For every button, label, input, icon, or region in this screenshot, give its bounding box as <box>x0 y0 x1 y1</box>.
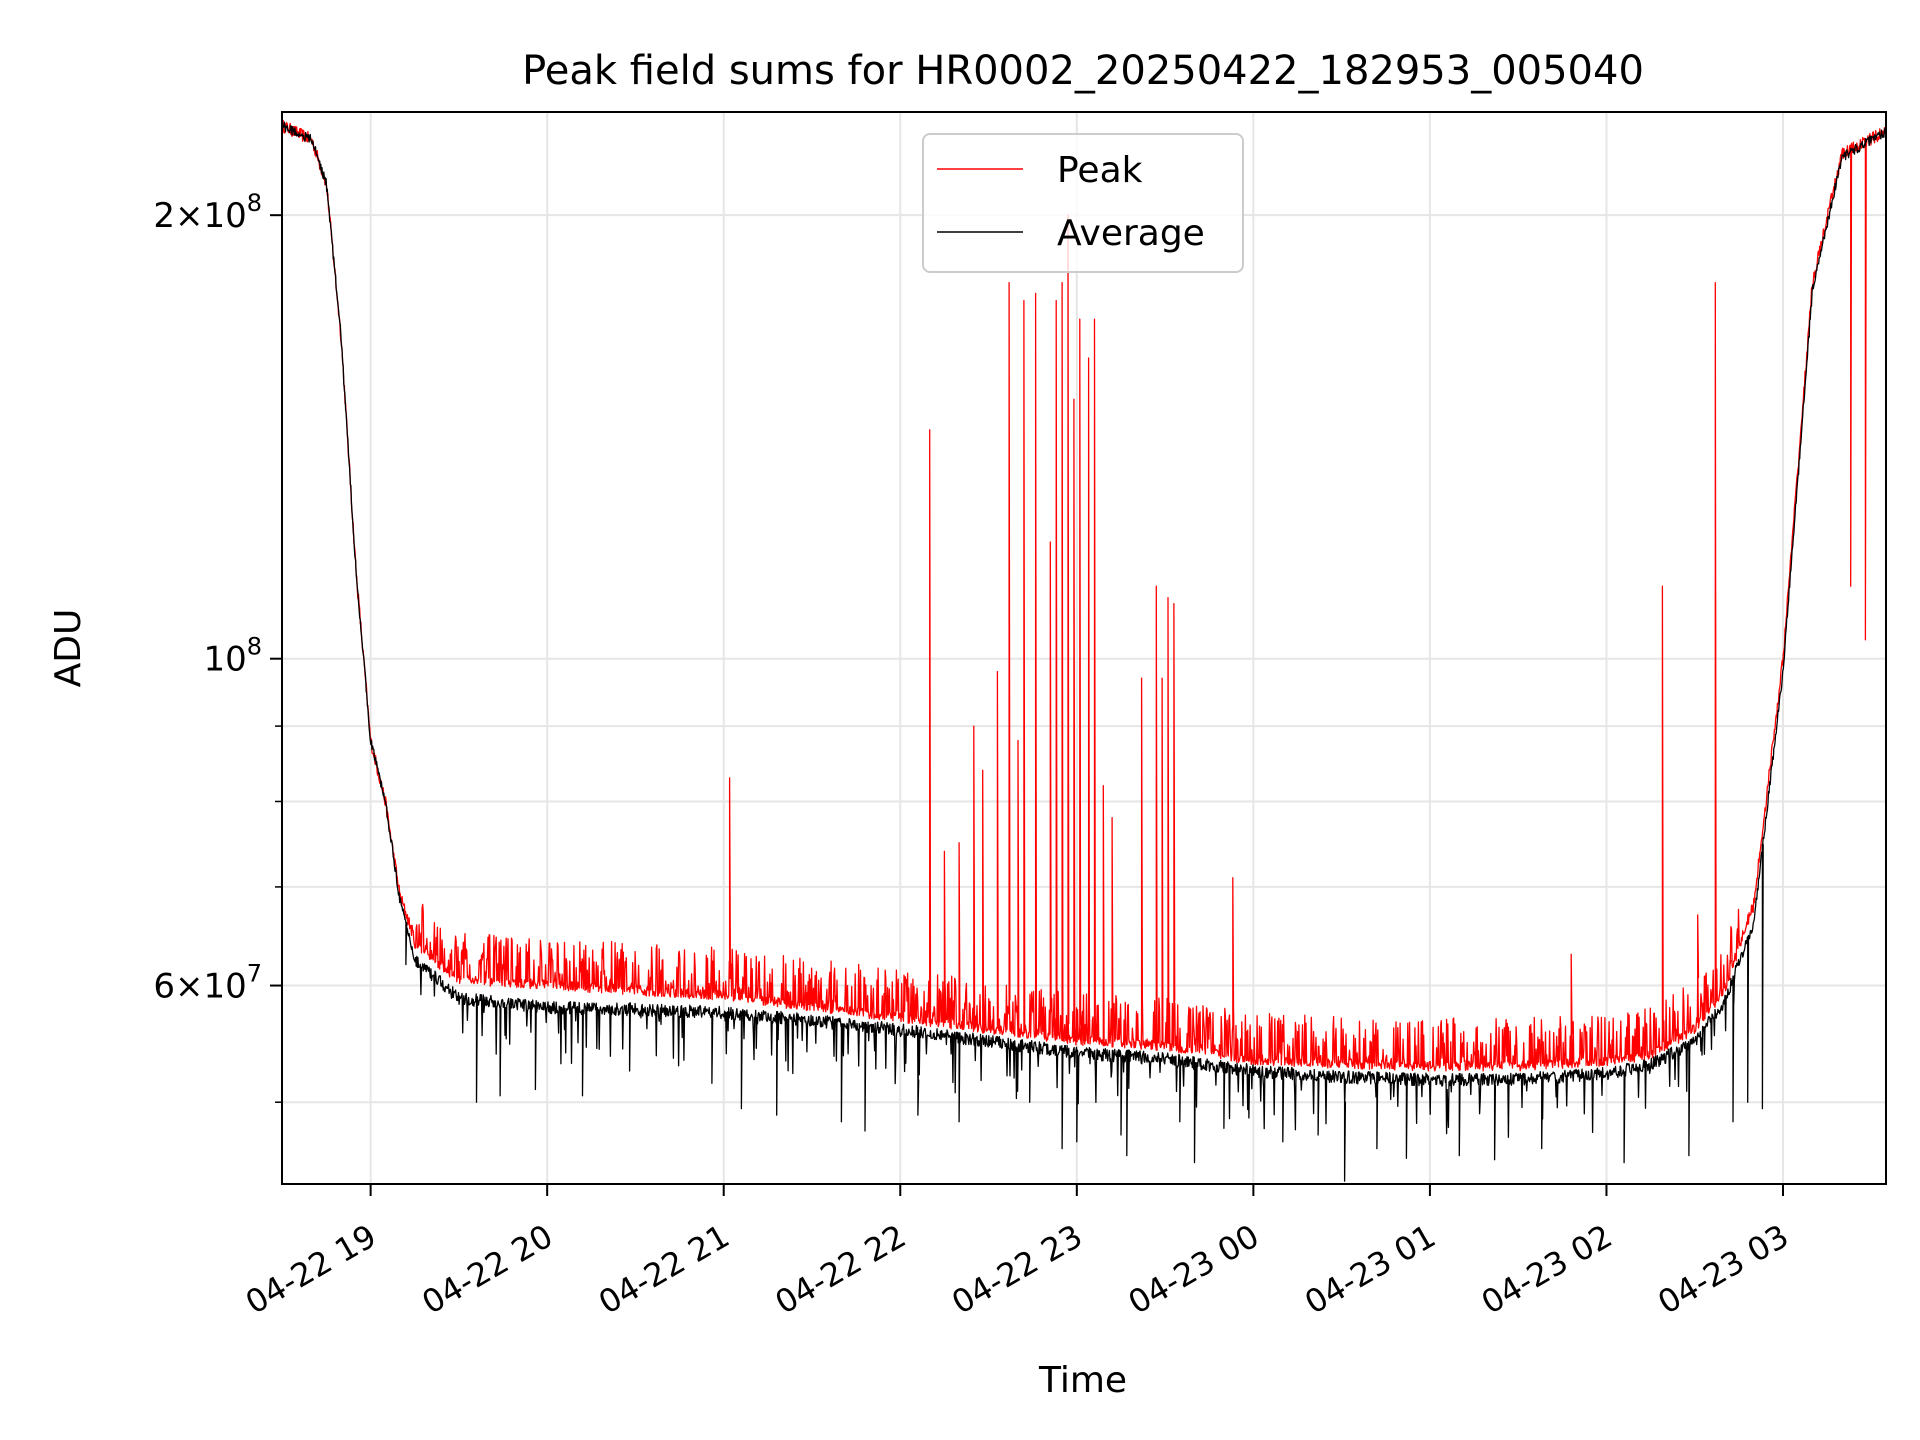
y-tick-mantissa: 6 <box>153 967 175 1007</box>
y-tick-mantissa: 2 <box>153 196 175 236</box>
y-tick-label: 2×108 <box>153 189 262 236</box>
plot-frame <box>281 111 1887 1185</box>
y-tick-times: × <box>175 196 204 236</box>
y-tick-base: 10 <box>203 196 246 236</box>
y-tick-base: 10 <box>203 967 246 1007</box>
series-line-average <box>282 121 1886 1182</box>
y-tick-exponent: 8 <box>247 633 262 661</box>
legend-label-average: Average <box>1057 213 1205 254</box>
series-layer <box>282 119 1886 1182</box>
y-tick-exponent: 8 <box>247 189 262 217</box>
legend-label-peak: Peak <box>1057 150 1143 191</box>
legend: Peak Average <box>922 133 1244 273</box>
y-tick-exponent: 7 <box>247 960 262 988</box>
x-axis-label: Time <box>1038 1360 1127 1401</box>
y-tick-label: 108 <box>203 633 262 680</box>
series-line-peak <box>282 119 1886 1072</box>
grid <box>282 112 1886 1184</box>
y-tick-base: 10 <box>203 640 246 680</box>
y-tick-times: × <box>175 967 204 1007</box>
y-tick-label: 6×107 <box>153 960 262 1007</box>
chart-title: Peak field sums for HR0002_20250422_1829… <box>522 48 1644 94</box>
y-axis-label: ADU <box>48 609 89 688</box>
